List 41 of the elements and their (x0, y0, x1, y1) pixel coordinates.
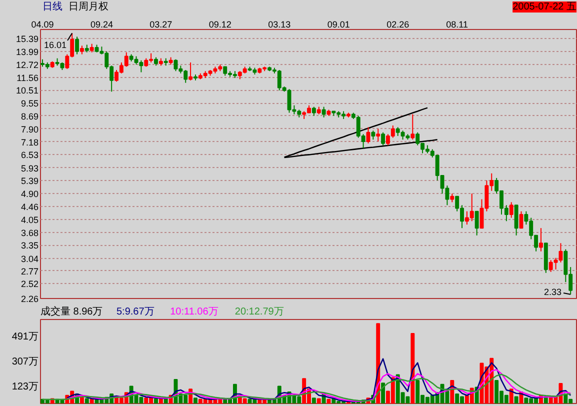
y-tick-label: 9.55 (20, 98, 39, 109)
y-tick-label: 3.04 (20, 254, 39, 264)
y-tick-label: 11.56 (16, 72, 39, 83)
y-tick-label: 3.35 (20, 240, 39, 251)
y-tick-label: 2.52 (20, 279, 39, 290)
x-tick-label: 08.11 (446, 20, 468, 30)
y-tick-label: 6.53 (20, 150, 39, 160)
y-tick-label: 3.68 (20, 228, 39, 238)
text: 2005-07-22 五 (512, 2, 577, 12)
annotation: 16.01 (44, 40, 67, 50)
y-tick-label: 491万 (12, 331, 39, 342)
y-tick-label: 5.39 (20, 176, 39, 186)
x-tick-label: 03.13 (268, 20, 291, 30)
chart-title: 成交量 8.96万 (40, 306, 103, 318)
x-tick-label: 03.27 (150, 20, 172, 30)
x-tick-label: 02.26 (386, 20, 410, 30)
y-tick-label: 4.90 (20, 189, 39, 200)
x-tick-label: 09.24 (90, 20, 113, 30)
y-tick-label: 8.69 (20, 111, 39, 122)
y-tick-label: 4.46 (20, 202, 39, 212)
text: 日线 (42, 0, 62, 12)
x-tick-label: 09.12 (208, 20, 232, 30)
y-tick-label: 7.90 (20, 124, 39, 134)
x-tick-label: 09.01 (327, 20, 350, 30)
text: 20:12.79万 (234, 306, 284, 318)
y-tick-label: 5.93 (20, 163, 39, 174)
text: 10:11.06万 (170, 306, 218, 318)
y-tick-label: 4.05 (20, 214, 39, 225)
y-tick-label: 10.51 (16, 86, 39, 96)
y-tick-label: 7.18 (20, 137, 39, 148)
y-tick-label: 2.77 (20, 266, 39, 276)
y-tick-label: 123万 (12, 381, 39, 392)
annotation: 2.33 (544, 287, 562, 297)
x-tick-label: 04.09 (31, 20, 54, 30)
text: 日周月权 (68, 0, 108, 12)
y-tick-label: 13.99 (16, 46, 39, 57)
y-tick-label: 15.39 (16, 34, 39, 44)
y-tick-label: 12.72 (16, 60, 39, 70)
y-tick-label: 2.26 (20, 294, 39, 304)
text: 5:9.67万 (116, 306, 154, 318)
y-tick-label: 307万 (12, 356, 39, 368)
